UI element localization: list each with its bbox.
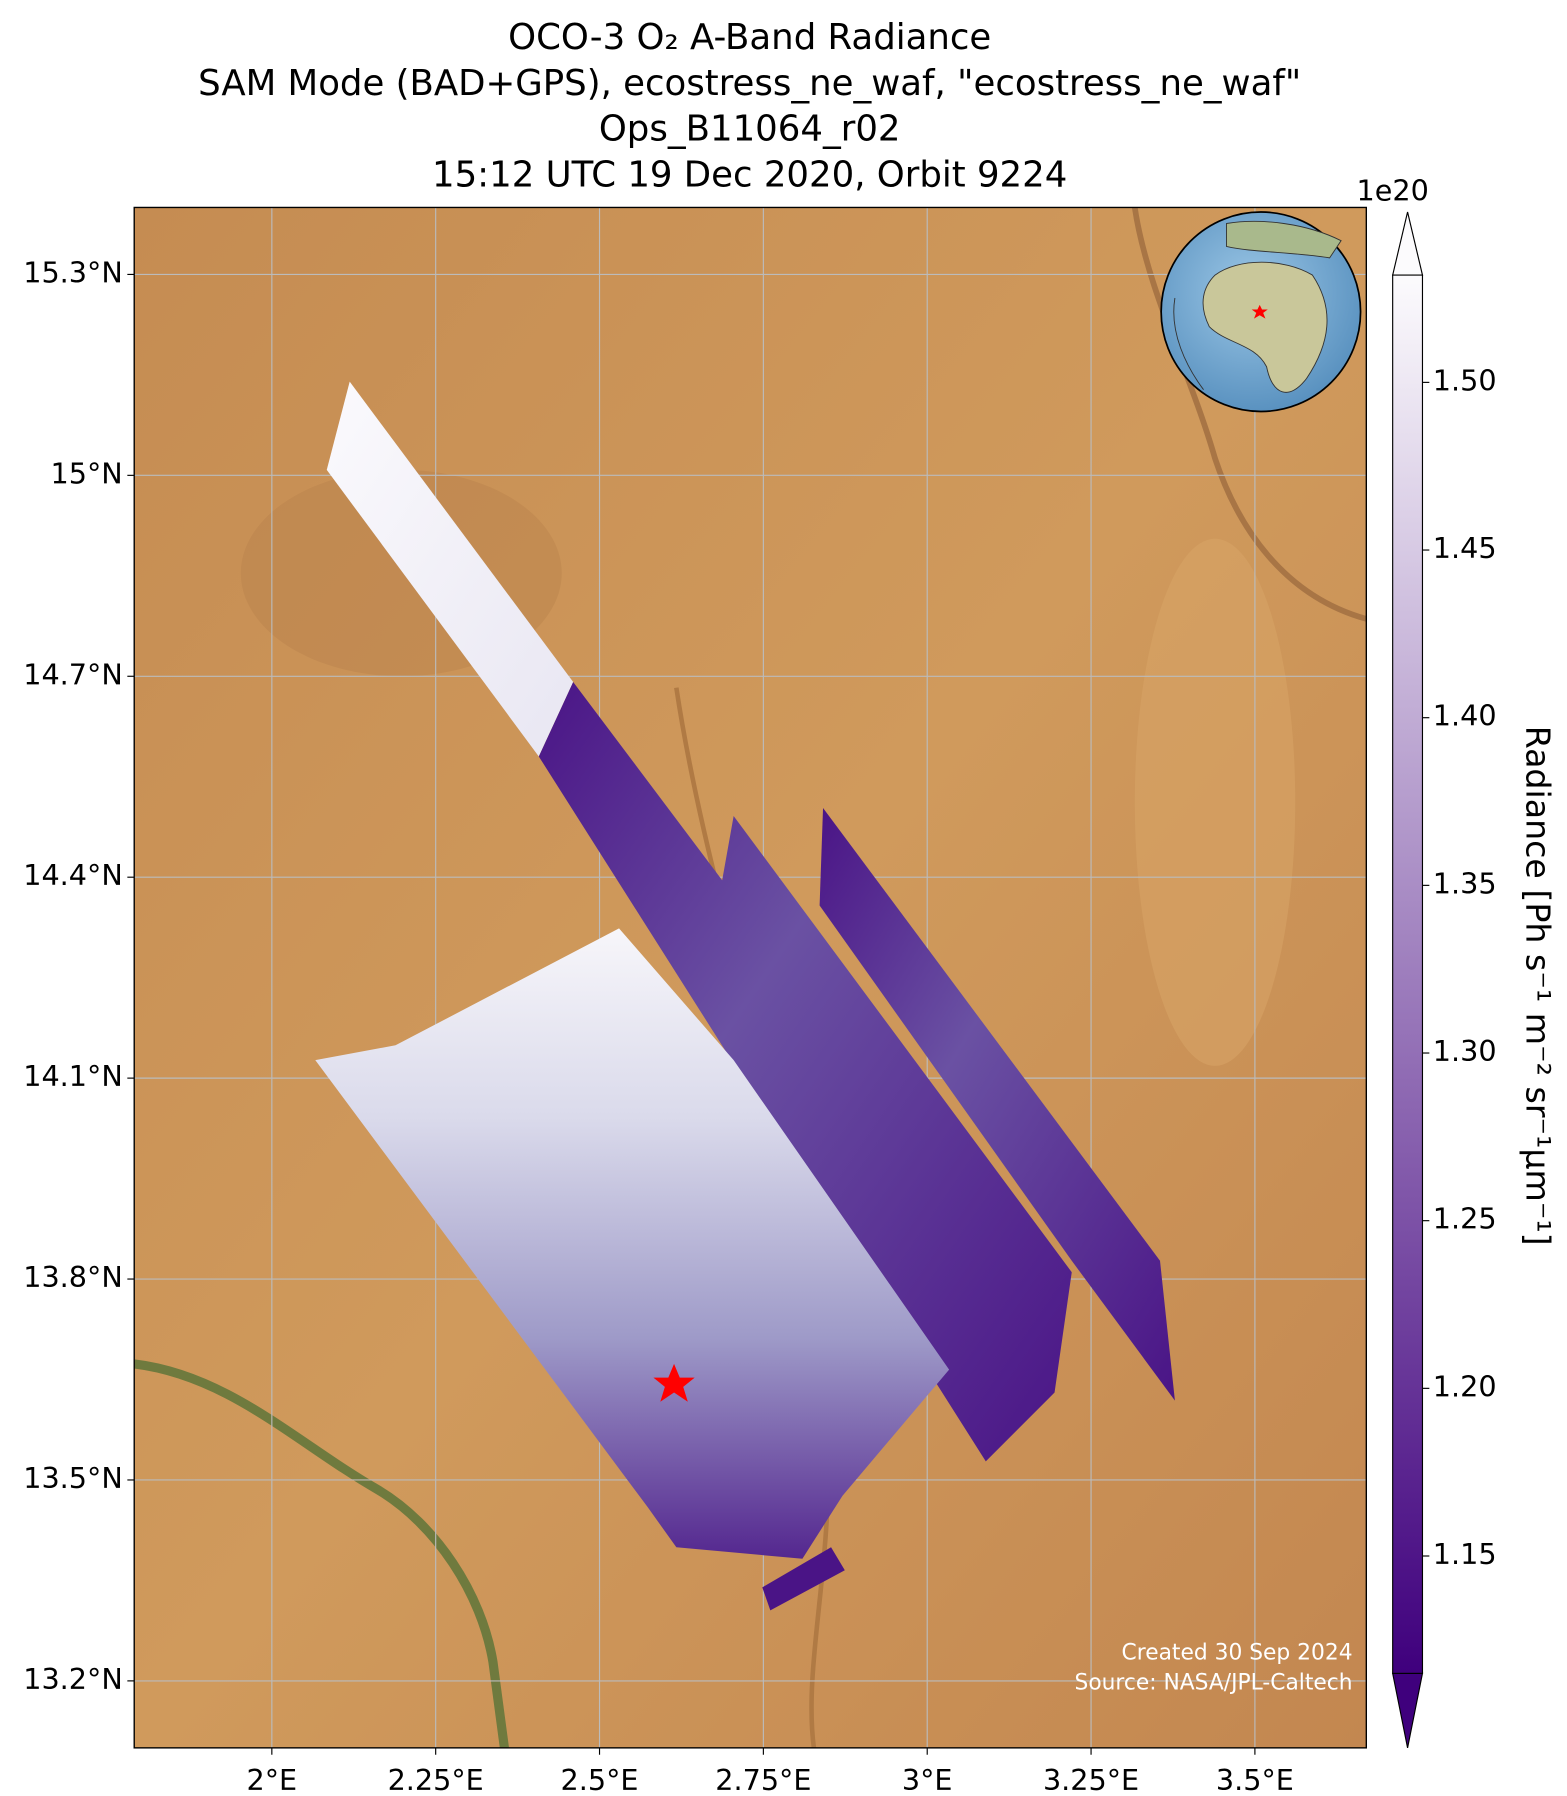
source-note: Source: NASA/JPL-Caltech [1075,1670,1353,1695]
colorbar-label: Radiance [Ph s⁻¹ m⁻² sr⁻¹μm⁻¹] [1518,726,1557,1246]
y-tick-label: 14.4°N [23,858,123,892]
y-tick-label: 13.5°N [23,1461,123,1495]
colorbar-tick-label: 1.20 [1433,1369,1497,1403]
swaths [315,381,1175,1611]
x-tick-label: 3.5°E [1216,1763,1294,1796]
colorbar-multiplier: 1e20 [1357,174,1429,208]
map-frame [133,206,1367,1749]
created-note: Created 30 Sep 2024 [1122,1641,1353,1666]
chart-title: OCO-3 O₂ A-Band Radiance [508,17,991,58]
colorbar-tick-label: 1.35 [1433,866,1497,900]
chart-title: 15:12 UTC 19 Dec 2020, Orbit 9224 [432,155,1067,196]
chart-title: Ops_B11064_r02 [599,109,901,150]
x-tick-label: 3°E [902,1763,953,1796]
y-tick-label: 14.1°N [23,1059,123,1093]
x-tick-label: 2.75°E [715,1763,811,1796]
globe-inset [1160,211,1362,413]
x-tick-label: 3.25°E [1043,1763,1139,1796]
y-tick-label: 14.7°N [23,657,123,691]
colorbar-tick-label: 1.45 [1433,531,1497,565]
chart-title: SAM Mode (BAD+GPS), ecostress_ne_waf, "e… [198,63,1301,104]
colorbar-tick-label: 1.50 [1433,363,1497,397]
colorbar-tick-label: 1.15 [1433,1537,1497,1571]
x-tick-label: 2.5°E [561,1763,639,1796]
x-tick-label: 2.25°E [388,1763,484,1796]
y-tick-label: 15°N [51,456,123,490]
colorbar-tick-label: 1.25 [1433,1202,1497,1236]
colorbar-tick-label: 1.30 [1433,1034,1497,1068]
x-tick-label: 2°E [247,1763,298,1796]
y-tick-label: 15.3°N [23,255,123,289]
colorbar: 1.15 1.20 1.25 1.30 1.35 1.40 1.45 1.50 1e20 Radi… [1357,174,1557,1748]
y-tick-label: 13.8°N [23,1260,123,1294]
y-tick-label: 13.2°N [23,1662,123,1696]
colorbar-tick-label: 1.40 [1433,699,1497,733]
